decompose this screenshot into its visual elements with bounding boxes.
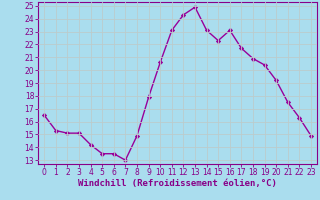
X-axis label: Windchill (Refroidissement éolien,°C): Windchill (Refroidissement éolien,°C) <box>78 179 277 188</box>
